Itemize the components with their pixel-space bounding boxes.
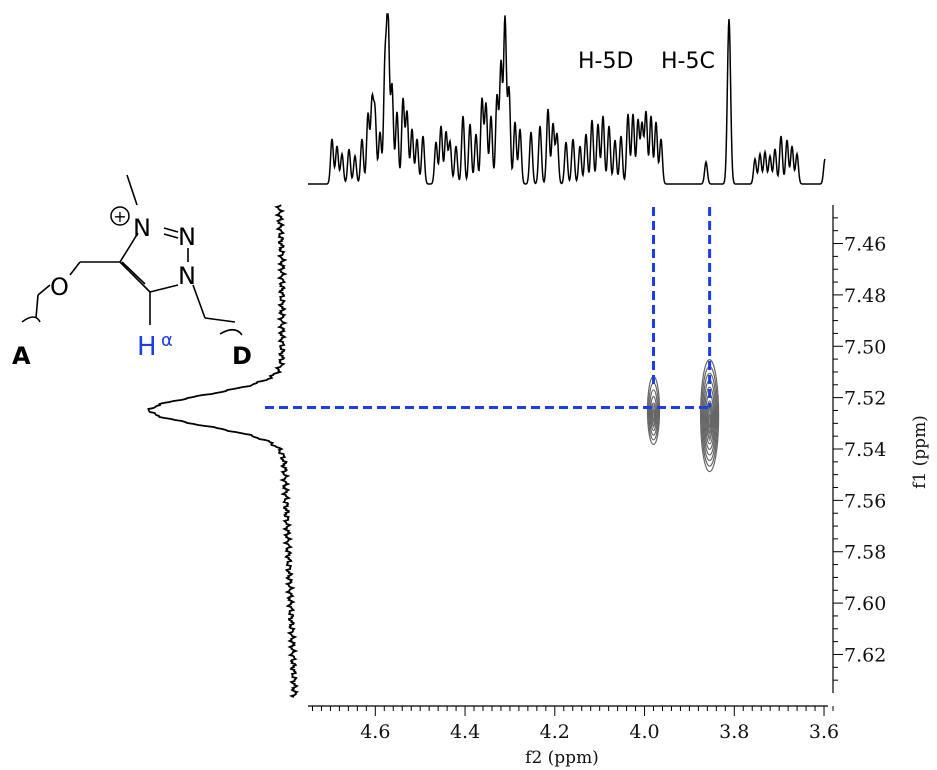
peak-label-h5d: H-5D xyxy=(578,49,633,74)
atom-n2: N xyxy=(178,223,196,251)
x-tick-label: 4.0 xyxy=(629,721,659,743)
atom-n3: N xyxy=(178,262,196,290)
atom-o: O xyxy=(50,273,69,301)
contour-core-h-5d xyxy=(651,404,656,429)
f1-axis: 7.46 7.48 7.50 7.52 7.54 7.56 7.58 7.60 7.62 xyxy=(832,205,886,693)
peak-label-h5c: H-5C xyxy=(661,49,715,74)
y-tick-label: 7.56 xyxy=(844,490,886,512)
x-tick-label: 3.8 xyxy=(719,721,749,743)
x-tick-label: 4.4 xyxy=(450,721,480,743)
f2-projection-spectrum xyxy=(308,13,826,185)
plus-charge-circle xyxy=(110,206,130,226)
fragment-d: D xyxy=(232,342,252,370)
y-tick-label: 7.62 xyxy=(844,644,886,666)
x-tick-label: 4.2 xyxy=(540,721,570,743)
structure-bonds xyxy=(21,174,243,336)
f2-axis: 4.6 4.4 4.2 4.0 3.8 3.6 xyxy=(308,705,839,743)
f1-projection-spectrum xyxy=(147,204,300,698)
x-tick-label: 3.6 xyxy=(809,721,839,743)
fragment-a: A xyxy=(12,342,31,370)
y-tick-label: 7.58 xyxy=(844,542,886,564)
contour-core-h-5c xyxy=(706,402,713,442)
contour-h-5d xyxy=(648,389,659,436)
atom-h: H xyxy=(137,332,157,362)
y-tick-label: 7.52 xyxy=(844,388,886,410)
plus-charge: + xyxy=(113,207,126,226)
contour-h-5c xyxy=(700,359,720,473)
contour-h-5d xyxy=(649,395,658,432)
y-tick-label: 7.46 xyxy=(844,234,886,256)
y-axis-label: f1 (ppm) xyxy=(910,415,930,489)
atom-n1: N xyxy=(133,214,151,242)
contour-h-5c xyxy=(702,372,718,462)
y-tick-label: 7.54 xyxy=(844,439,886,461)
triazolium-structure: + N N N O H α A D xyxy=(12,174,252,370)
y-tick-label: 7.48 xyxy=(844,285,886,307)
cross-peak-contours xyxy=(646,359,720,473)
x-axis-label: f2 (ppm) xyxy=(525,748,599,768)
contour-h-5c xyxy=(704,386,716,450)
atom-alpha: α xyxy=(161,330,173,351)
x-tick-label: 4.6 xyxy=(360,721,390,743)
y-tick-label: 7.60 xyxy=(844,593,886,615)
y-tick-label: 7.50 xyxy=(844,336,886,358)
correlation-lines xyxy=(265,207,712,409)
